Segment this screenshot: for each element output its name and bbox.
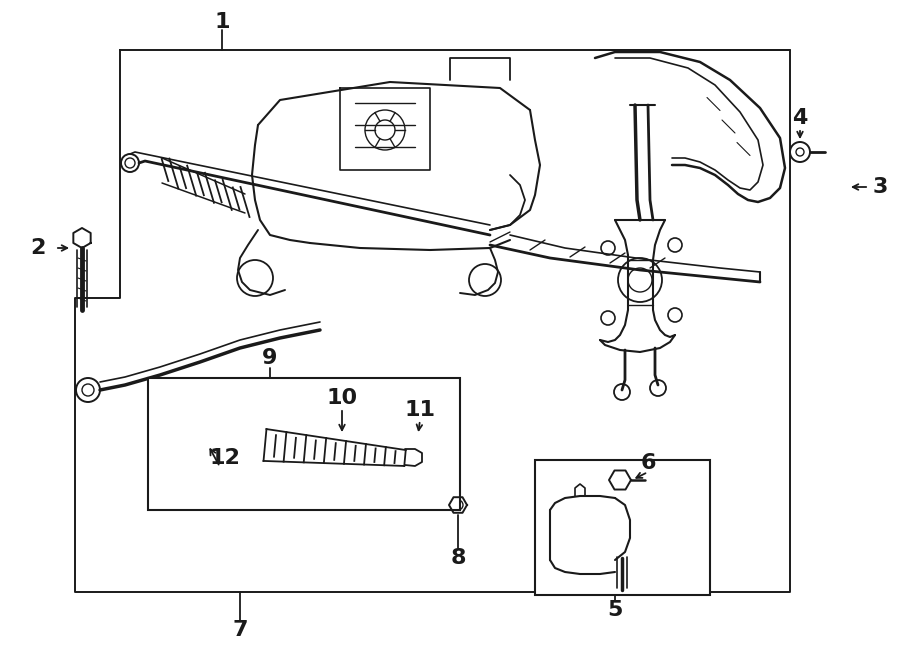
Text: 8: 8	[450, 548, 466, 568]
Text: 7: 7	[232, 620, 248, 640]
Text: 5: 5	[608, 600, 623, 620]
Bar	[148, 378, 460, 510]
Text: 2: 2	[31, 238, 46, 258]
Bar	[535, 460, 710, 595]
Text: 6: 6	[640, 453, 656, 473]
Text: 1: 1	[214, 12, 230, 32]
Text: 10: 10	[327, 388, 357, 408]
Text: 4: 4	[792, 108, 807, 128]
Text: 12: 12	[210, 448, 240, 468]
Text: 3: 3	[872, 177, 887, 197]
Text: 11: 11	[404, 400, 436, 420]
Text: 9: 9	[262, 348, 278, 368]
